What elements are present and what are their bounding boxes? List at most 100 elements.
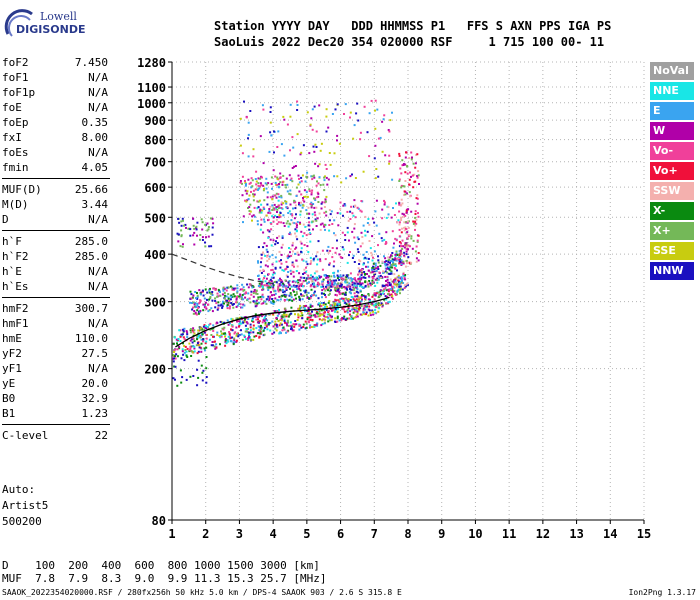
echo-point bbox=[322, 318, 325, 321]
echo-point bbox=[315, 315, 318, 318]
echo-point bbox=[212, 344, 215, 347]
echo-point bbox=[310, 259, 313, 262]
echo-point bbox=[327, 245, 330, 248]
echo-point bbox=[358, 284, 361, 286]
echo-point bbox=[309, 232, 311, 235]
echo-point bbox=[284, 321, 286, 324]
echo-point bbox=[262, 251, 264, 254]
echo-point bbox=[305, 209, 308, 212]
echo-point bbox=[338, 293, 341, 296]
echo-point bbox=[346, 298, 349, 301]
echo-point bbox=[323, 225, 326, 228]
echo-point bbox=[360, 313, 363, 316]
echo-point bbox=[231, 324, 234, 327]
echo-point bbox=[181, 328, 184, 331]
echo-point bbox=[291, 241, 294, 244]
echo-point bbox=[357, 282, 360, 285]
echo-point bbox=[370, 99, 373, 102]
echo-point bbox=[342, 297, 345, 300]
echo-point bbox=[279, 288, 281, 291]
echo-point bbox=[190, 355, 193, 357]
echo-point bbox=[200, 364, 203, 367]
echo-point bbox=[338, 290, 341, 293]
echo-point bbox=[284, 309, 287, 312]
echo-point bbox=[295, 226, 298, 229]
echo-point bbox=[240, 333, 243, 336]
echo-point bbox=[324, 163, 327, 166]
echo-point bbox=[294, 228, 297, 231]
echo-point bbox=[297, 174, 300, 177]
echo-point bbox=[211, 294, 214, 296]
echo-point bbox=[282, 326, 285, 329]
echo-point bbox=[278, 324, 281, 327]
echo-point bbox=[358, 309, 361, 312]
echo-point bbox=[209, 297, 212, 300]
echo-point bbox=[248, 336, 250, 339]
echo-point bbox=[191, 296, 194, 299]
echo-point bbox=[393, 242, 395, 245]
echo-point bbox=[267, 322, 270, 325]
param-name: fxI bbox=[2, 131, 22, 144]
echo-point bbox=[324, 296, 327, 299]
echo-point bbox=[177, 217, 180, 220]
echo-point bbox=[306, 171, 309, 174]
echo-point bbox=[204, 349, 206, 352]
echo-point bbox=[360, 305, 363, 307]
echo-point bbox=[224, 333, 227, 336]
echo-point bbox=[296, 221, 299, 224]
echo-point bbox=[253, 206, 256, 209]
echo-point bbox=[352, 298, 355, 301]
echo-point bbox=[414, 224, 417, 227]
echo-point bbox=[312, 294, 315, 297]
echo-point bbox=[383, 201, 386, 204]
echo-point bbox=[415, 218, 418, 221]
echo-point bbox=[216, 333, 219, 336]
echo-point bbox=[395, 281, 398, 284]
echo-point bbox=[325, 214, 328, 217]
echo-point bbox=[277, 130, 280, 133]
echo-point bbox=[411, 247, 414, 250]
echo-point bbox=[378, 276, 381, 279]
echo-point bbox=[220, 321, 223, 324]
echo-point bbox=[280, 207, 283, 209]
echo-point bbox=[227, 297, 230, 300]
echo-point bbox=[312, 174, 315, 177]
echo-point bbox=[246, 298, 249, 301]
echo-point bbox=[253, 335, 256, 338]
echo-point bbox=[368, 112, 371, 115]
echo-point bbox=[344, 280, 347, 283]
echo-point bbox=[288, 299, 291, 302]
echo-point bbox=[282, 285, 285, 288]
echo-point bbox=[285, 285, 288, 288]
echo-point bbox=[254, 300, 257, 303]
echo-point bbox=[297, 308, 300, 311]
echo-point bbox=[338, 253, 341, 256]
echo-point bbox=[277, 199, 280, 202]
echo-point bbox=[389, 261, 391, 264]
echo-point bbox=[269, 300, 272, 303]
echo-point bbox=[336, 277, 339, 280]
echo-point bbox=[307, 233, 310, 236]
echo-point bbox=[357, 251, 360, 253]
echo-point bbox=[290, 293, 293, 296]
echo-point bbox=[391, 252, 394, 254]
echo-point bbox=[373, 292, 376, 295]
echo-point bbox=[394, 293, 397, 296]
echo-point bbox=[273, 130, 275, 133]
echo-point bbox=[202, 369, 205, 372]
echo-point bbox=[290, 324, 293, 327]
echo-point bbox=[201, 228, 204, 231]
echo-point bbox=[341, 256, 344, 259]
echo-point bbox=[359, 209, 362, 212]
echo-point bbox=[311, 305, 314, 308]
echo-point bbox=[288, 210, 291, 213]
echo-point bbox=[219, 336, 222, 339]
echo-point bbox=[354, 279, 357, 282]
echo-point bbox=[311, 294, 313, 297]
echo-point bbox=[197, 376, 200, 379]
echo-point bbox=[230, 294, 233, 297]
echo-point bbox=[367, 298, 370, 301]
echo-point bbox=[271, 273, 274, 276]
echo-point bbox=[313, 272, 316, 275]
echo-point bbox=[368, 309, 371, 312]
